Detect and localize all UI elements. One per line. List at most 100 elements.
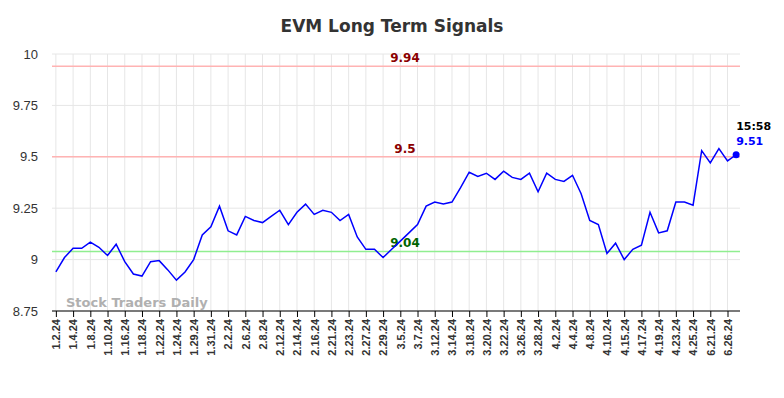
x-tick: 3.18.24 (464, 311, 476, 356)
x-tick: 1.31.24 (205, 311, 217, 356)
x-tick: 3.12.24 (429, 311, 441, 356)
y-axis: 8.7599.259.59.7510 (13, 47, 53, 319)
grid-line-x (262, 54, 263, 311)
grid-line-x (589, 54, 590, 311)
x-tick-mark (331, 311, 332, 317)
x-tick-label: 1.18.24 (136, 318, 148, 356)
x-tick: 3.20.24 (481, 311, 493, 356)
x-tick: 2.29.24 (377, 311, 389, 356)
grid-line-x (228, 54, 229, 311)
x-tick-mark (176, 311, 177, 317)
x-tick: 4.19.24 (653, 311, 665, 356)
x-tick: 6.21.24 (705, 311, 717, 356)
x-tick-label: 1.8.24 (85, 318, 97, 349)
grid-line-x (348, 54, 349, 311)
grid-line-y (52, 156, 740, 157)
x-tick: 3.22.24 (498, 311, 510, 356)
x-axis: 1.2.24 1.4.24 1.8.24 1.10.24 1.16.24 1.18.24 1… (50, 311, 740, 356)
x-tick-mark (590, 311, 591, 317)
x-tick-mark (366, 311, 367, 317)
grid-line-y (52, 259, 740, 260)
x-tick: 3.5.24 (395, 311, 407, 350)
grid-line-x (90, 54, 91, 311)
y-tick-label: 9.25 (13, 201, 38, 216)
x-tick: 2.8.24 (257, 311, 269, 350)
x-tick-label: 4.23.24 (670, 318, 682, 356)
grid-line-x (55, 54, 56, 311)
price-line (56, 149, 736, 281)
x-tick-label: 2.21.24 (326, 318, 338, 356)
grid-line-y (52, 105, 740, 106)
last-value-label: 9.51 (736, 135, 763, 148)
x-tick: 6.26.24 (722, 311, 734, 356)
x-tick-label: 3.12.24 (429, 318, 441, 356)
x-tick-mark (693, 311, 694, 317)
grid-line-x (314, 54, 315, 311)
x-tick: 3.26.24 (515, 311, 527, 356)
grid-line-x (279, 54, 280, 311)
y-tick-label: 8.75 (13, 304, 38, 319)
grid-line-x (245, 54, 246, 311)
grid-line-x (383, 54, 384, 311)
x-tick-label: 6.21.24 (705, 318, 717, 356)
x-tick-mark (263, 311, 264, 317)
y-axis-line (52, 55, 53, 312)
x-tick: 1.10.24 (102, 311, 114, 356)
x-axis-line (52, 311, 740, 312)
x-tick: 1.29.24 (188, 311, 200, 356)
reference-line (52, 156, 740, 158)
y-tick: 8.75 (13, 304, 52, 319)
grid-line-x (710, 54, 711, 311)
x-tick-label: 4.4.24 (567, 318, 579, 349)
y-tick-label: 9.5 (20, 149, 38, 164)
title: EVM Long Term Signals (281, 16, 504, 36)
x-tick-label: 3.26.24 (515, 318, 527, 356)
grid-line-x (331, 54, 332, 311)
x-tick-label: 3.14.24 (446, 318, 458, 356)
time-label: 15:58 (736, 120, 771, 133)
x-tick-label: 2.6.24 (240, 318, 252, 349)
y-tick: 9.75 (13, 98, 52, 113)
x-tick-label: 1.4.24 (67, 318, 79, 349)
x-tick: 2.21.24 (326, 311, 338, 356)
x-tick-label: 3.18.24 (464, 318, 476, 356)
x-tick-mark (349, 311, 350, 317)
x-tick-mark (297, 311, 298, 317)
x-tick-mark (211, 311, 212, 317)
grid-line-x (434, 54, 435, 311)
x-tick-mark (521, 311, 522, 317)
x-tick-label: 1.29.24 (188, 318, 200, 356)
x-tick-mark (418, 311, 419, 317)
reference-label: 9.5 (394, 142, 415, 156)
x-tick-label: 1.2.24 (50, 318, 62, 349)
grid-line-y (52, 208, 740, 209)
x-tick-label: 2.23.24 (343, 318, 355, 356)
x-tick-mark (435, 311, 436, 317)
grid-line-x (210, 54, 211, 311)
x-tick: 1.8.24 (85, 311, 97, 350)
x-tick: 4.25.24 (687, 311, 699, 356)
grid-line-x (193, 54, 194, 311)
reference-label: 9.94 (390, 51, 420, 65)
x-tick: 4.4.24 (567, 311, 579, 350)
grid-line-x (555, 54, 556, 311)
x-tick-label: 2.29.24 (377, 318, 389, 356)
x-tick: 1.16.24 (119, 311, 131, 356)
x-tick-mark (624, 311, 625, 317)
x-tick-label: 2.2.24 (222, 318, 234, 349)
grid-line-x (538, 54, 539, 311)
grid-line-x (159, 54, 160, 311)
x-tick: 2.6.24 (240, 311, 252, 350)
grid-line-x (469, 54, 470, 311)
x-tick-mark (56, 311, 57, 317)
x-tick-mark (452, 311, 453, 317)
grid-line-y (52, 311, 740, 312)
x-tick: 4.17.24 (636, 311, 648, 356)
x-tick-mark (728, 311, 729, 317)
grid-line-x (296, 54, 297, 311)
y-tick: 9.25 (13, 201, 52, 216)
x-tick-mark (314, 311, 315, 317)
x-tick: 4.23.24 (670, 311, 682, 356)
x-tick: 2.14.24 (291, 311, 303, 356)
x-tick-mark (469, 311, 470, 317)
